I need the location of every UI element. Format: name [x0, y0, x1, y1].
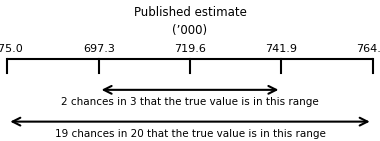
Text: 697.3: 697.3 — [83, 44, 115, 54]
Text: (’000): (’000) — [173, 24, 207, 37]
Text: 741.9: 741.9 — [265, 44, 297, 54]
Text: 764.2: 764.2 — [356, 44, 380, 54]
Text: 675.0: 675.0 — [0, 44, 23, 54]
Text: 19 chances in 20 that the true value is in this range: 19 chances in 20 that the true value is … — [55, 129, 325, 139]
Text: 719.6: 719.6 — [174, 44, 206, 54]
Text: Published estimate: Published estimate — [133, 5, 247, 19]
Text: 2 chances in 3 that the true value is in this range: 2 chances in 3 that the true value is in… — [61, 97, 319, 107]
